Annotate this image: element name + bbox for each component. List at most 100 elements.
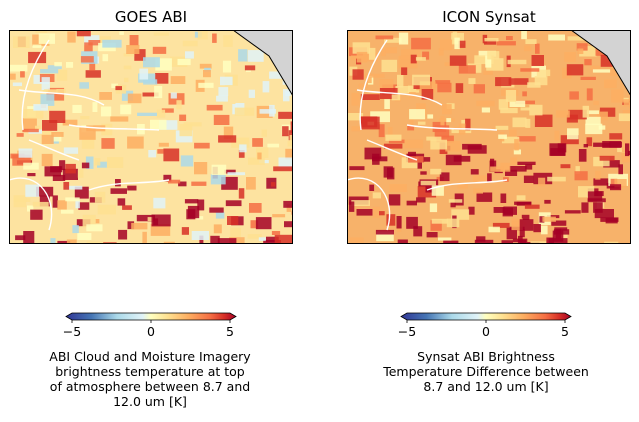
heatmap-cell [440, 39, 453, 51]
heatmap-cell [223, 126, 234, 139]
heatmap-cell [82, 214, 96, 228]
heatmap-cell [278, 111, 293, 119]
heatmap-cell [212, 33, 217, 43]
heatmap-cell [485, 55, 492, 68]
heatmap-cell [508, 78, 529, 85]
heatmap-cell [540, 225, 548, 235]
heatmap-cell [102, 54, 109, 62]
heatmap-cell [547, 176, 566, 182]
heatmap-cell [32, 201, 49, 207]
heatmap-cell [72, 104, 82, 113]
heatmap-cell [110, 188, 127, 194]
heatmap-cell [168, 179, 181, 184]
heatmap-cell [56, 89, 66, 93]
heatmap-cell [75, 199, 80, 209]
heatmap-cell [163, 174, 172, 182]
heatmap-cell [530, 241, 547, 244]
heatmap-cell [420, 171, 427, 175]
colorbar-tick-label: 5 [226, 324, 234, 339]
heatmap-cell [517, 161, 536, 165]
heatmap-cell [501, 240, 513, 244]
icon-colorbar-label: Synsat ABI Brightness Temperature Differ… [356, 349, 616, 394]
heatmap-cell [153, 197, 166, 209]
heatmap-cell [227, 216, 239, 225]
heatmap-cell [124, 77, 129, 83]
heatmap-cell [440, 115, 445, 127]
heatmap-cell [127, 136, 144, 149]
heatmap-cell [9, 73, 16, 80]
heatmap-cell [101, 123, 113, 136]
heatmap-cell [622, 156, 631, 163]
heatmap-cell [246, 177, 256, 190]
heatmap-cell [430, 139, 448, 150]
heatmap-cell [516, 201, 531, 206]
icon-synsat-map [347, 30, 631, 244]
panel-title-icon: ICON Synsat [442, 8, 536, 26]
heatmap-cell [250, 220, 259, 229]
heatmap-cell [52, 195, 58, 208]
heatmap-cell [431, 185, 444, 196]
heatmap-cell [384, 37, 402, 43]
heatmap-cell [51, 132, 64, 137]
heatmap-cell [182, 40, 198, 47]
heatmap-cell [554, 227, 568, 231]
heatmap-cell [429, 203, 438, 213]
heatmap-cell [439, 172, 450, 182]
heatmap-cell [50, 166, 63, 173]
heatmap-cell [522, 91, 527, 97]
heatmap-cell [369, 184, 375, 191]
heatmap-cell [159, 120, 178, 130]
heatmap-cell [41, 153, 53, 167]
heatmap-cell [578, 186, 595, 198]
heatmap-cell [136, 214, 155, 222]
heatmap-cell [411, 37, 431, 50]
heatmap-cell [127, 93, 142, 104]
heatmap-cell [507, 59, 527, 65]
heatmap-cell [245, 68, 251, 73]
heatmap-cell [618, 164, 623, 175]
heatmap-cell [575, 166, 580, 175]
heatmap-cell [222, 60, 232, 73]
heatmap-cell [57, 240, 71, 244]
heatmap-cell [49, 110, 66, 123]
heatmap-cell [534, 76, 548, 86]
heatmap-cell [262, 81, 270, 93]
heatmap-cell [285, 91, 292, 96]
heatmap-cell [484, 39, 497, 45]
heatmap-cell [23, 109, 44, 119]
heatmap-cell [505, 90, 517, 102]
heatmap-cell [273, 166, 293, 172]
heatmap-cell [62, 168, 78, 180]
heatmap-cell [170, 92, 177, 99]
heatmap-cell [364, 73, 385, 78]
heatmap-cell [574, 171, 588, 181]
heatmap-cell [495, 77, 512, 87]
heatmap-cell [89, 61, 96, 71]
colorbar-tick-label: 0 [147, 324, 155, 339]
heatmap-cell [509, 100, 526, 107]
heatmap-cell [151, 214, 171, 227]
heatmap-cell [389, 184, 407, 192]
heatmap-cell [442, 104, 452, 115]
heatmap-cell [396, 216, 402, 229]
heatmap-cell [181, 227, 189, 235]
heatmap-cell [625, 143, 630, 157]
heatmap-cell [593, 142, 611, 147]
heatmap-cell [604, 79, 617, 89]
heatmap-cell [520, 107, 531, 111]
heatmap-cell [519, 229, 525, 238]
heatmap-cell [368, 47, 376, 60]
heatmap-cell [525, 118, 531, 128]
colorbar-tick-label: 5 [561, 324, 569, 339]
heatmap-cell [426, 232, 438, 238]
heatmap-cell [63, 182, 70, 190]
heatmap-cell [551, 220, 567, 226]
heatmap-cell [271, 182, 276, 187]
heatmap-cell [78, 202, 90, 210]
heatmap-cell [238, 188, 245, 199]
heatmap-cell [417, 157, 422, 169]
heatmap-cell [585, 116, 601, 125]
heatmap-cell [210, 174, 226, 185]
heatmap-cell [581, 202, 589, 213]
goes-colorbar-label: ABI Cloud and Moisture Imagery brightnes… [20, 349, 280, 409]
